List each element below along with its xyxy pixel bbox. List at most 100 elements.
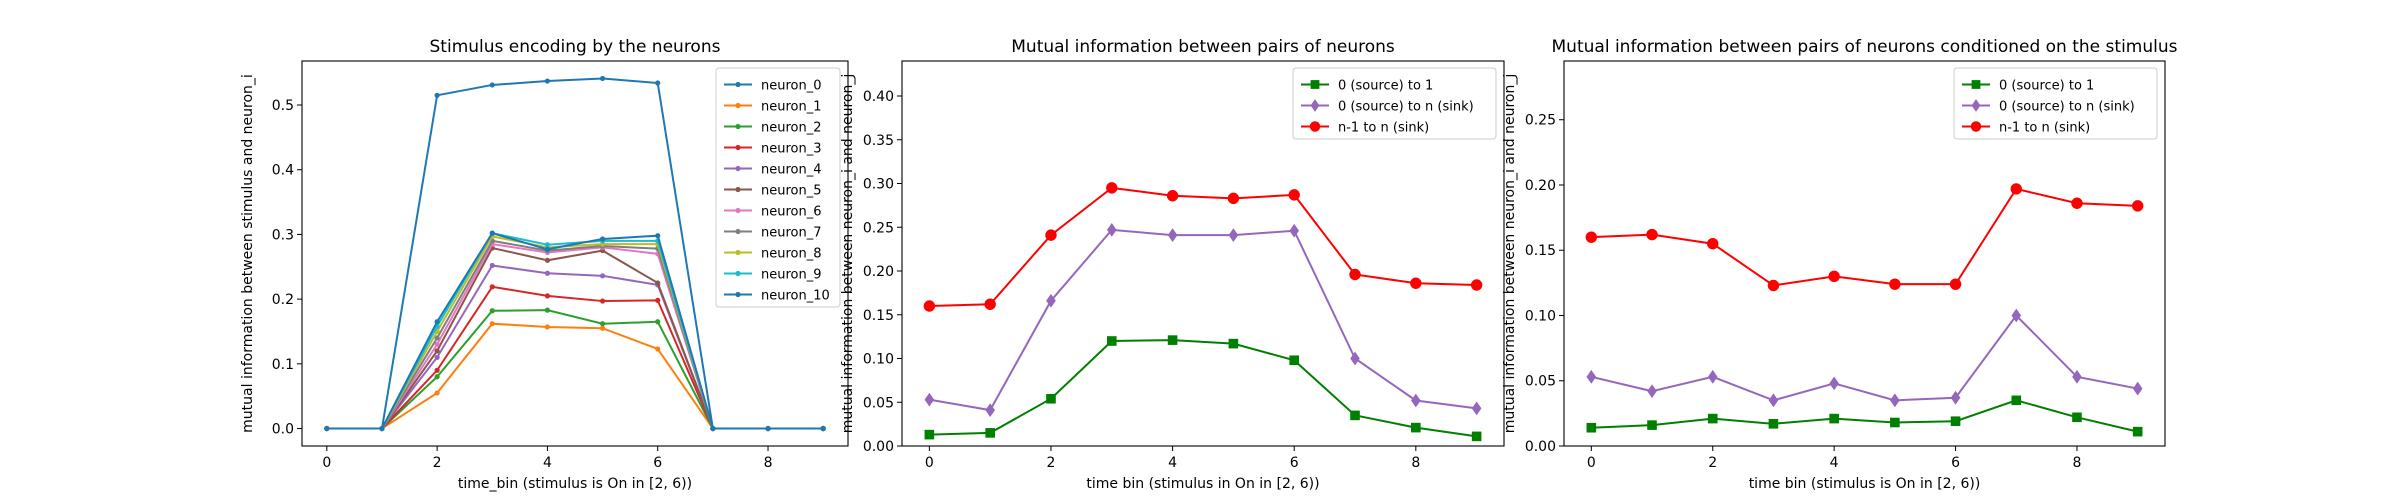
y-tick-label: 0.5 xyxy=(272,98,294,114)
data-point xyxy=(924,392,935,407)
legend-item: 0 (source) to n (sink) xyxy=(1962,99,2135,115)
data-point xyxy=(985,403,995,418)
series-0-source-to-1 xyxy=(924,335,1482,442)
x-tick-label: 4 xyxy=(543,455,552,471)
data-point xyxy=(489,82,495,88)
data-point xyxy=(1585,231,1598,243)
y-tick-label: 0.20 xyxy=(863,264,894,280)
data-point xyxy=(655,346,661,352)
series-line xyxy=(1591,187,2138,287)
data-point xyxy=(1828,270,1840,283)
series-line xyxy=(1591,313,2138,402)
legend-item: 0 (source) to 1 xyxy=(1962,79,2094,94)
x-tick-label: 4 xyxy=(1830,455,1839,471)
legend-marker xyxy=(735,165,741,172)
data-point xyxy=(1288,189,1300,201)
legend-marker xyxy=(735,291,741,298)
legend-label: 0 (source) to n (sink) xyxy=(1338,100,1474,115)
data-point xyxy=(1768,393,1779,408)
data-point xyxy=(655,80,661,86)
data-point xyxy=(1106,222,1117,237)
data-point xyxy=(1046,393,1056,404)
legend-item: neuron_6 xyxy=(724,205,822,220)
y-tick-label: 0.25 xyxy=(863,220,894,236)
data-point xyxy=(1950,390,1961,405)
legend-label: n-1 to n (sink) xyxy=(1338,121,1429,136)
data-point xyxy=(1768,419,1779,429)
y-axis-label: mutual information between neuron_i and … xyxy=(1502,74,1518,434)
data-point xyxy=(1707,413,1718,424)
data-point xyxy=(1227,192,1240,205)
legend-label: neuron_4 xyxy=(761,163,822,178)
x-tick-label: 2 xyxy=(433,455,442,471)
data-point xyxy=(2011,308,2022,323)
x-tick-label: 0 xyxy=(1587,455,1596,471)
legend-item: neuron_5 xyxy=(724,184,822,199)
data-point xyxy=(544,257,551,263)
data-point xyxy=(1410,277,1422,289)
data-point xyxy=(1289,223,1300,238)
data-point xyxy=(544,270,551,276)
y-tick-label: 0.0 xyxy=(272,422,294,438)
plot-frame xyxy=(301,60,849,447)
data-point xyxy=(1167,228,1178,243)
legend: neuron_0 neuron_1 neuron_2 neuron_3 neuron_4… xyxy=(715,67,841,308)
series-n-1-to-n-sink- xyxy=(923,182,1483,312)
y-tick-label: 0.1 xyxy=(272,357,294,373)
data-point xyxy=(1046,293,1056,308)
x-tick-label: 2 xyxy=(1708,455,1717,471)
series-n-1-to-n-sink- xyxy=(1585,183,2144,292)
data-point xyxy=(924,429,935,440)
series-line xyxy=(929,339,1477,438)
y-tick-label: 0.3 xyxy=(272,227,294,243)
legend-label: neuron_9 xyxy=(761,268,822,283)
series-neuron-1 xyxy=(324,321,826,432)
legend-item: neuron_3 xyxy=(724,142,822,157)
data-point xyxy=(434,341,440,348)
series-0-source-to-n-sink- xyxy=(924,222,1482,418)
data-point xyxy=(544,246,551,252)
chart-panel-conditioned-mi: Mutual information between pairs of neur… xyxy=(1502,37,2178,492)
data-point xyxy=(544,324,551,330)
data-point xyxy=(655,319,661,325)
y-tick-label: 0.25 xyxy=(1525,113,1556,129)
data-point xyxy=(1647,384,1657,399)
data-point xyxy=(1411,422,1421,433)
data-point xyxy=(1767,279,1780,292)
y-tick-label: 0.05 xyxy=(1525,374,1556,390)
x-tick-label: 6 xyxy=(1951,455,1960,471)
data-point xyxy=(984,298,996,310)
y-tick-label: 0.40 xyxy=(863,89,894,105)
data-point xyxy=(599,321,606,327)
legend-marker xyxy=(735,228,741,235)
legend-label: neuron_0 xyxy=(761,79,822,94)
data-point xyxy=(1350,410,1360,421)
y-tick-label: 0.00 xyxy=(863,439,894,455)
data-point xyxy=(1289,355,1300,366)
x-axis-label: time bin (stimulus is On in [2, 6)) xyxy=(1749,476,1981,492)
legend-item: neuron_4 xyxy=(724,163,822,178)
plot-frame xyxy=(1563,60,2166,447)
legend-item: neuron_7 xyxy=(724,226,822,241)
legend-item: n-1 to n (sink) xyxy=(1301,121,1429,136)
y-tick-label: 0.4 xyxy=(272,163,294,179)
legend-marker xyxy=(735,144,741,151)
legend-label: neuron_6 xyxy=(761,205,822,220)
data-point xyxy=(1045,229,1057,241)
legend-box xyxy=(715,67,841,308)
x-tick-label: 6 xyxy=(1290,455,1299,471)
data-point xyxy=(1350,351,1360,366)
legend-marker xyxy=(735,270,741,277)
data-point xyxy=(2071,197,2083,209)
legend-item: neuron_2 xyxy=(724,121,822,136)
legend-item: neuron_10 xyxy=(724,289,830,304)
data-point xyxy=(1646,228,1658,241)
x-tick-label: 8 xyxy=(2073,455,2082,471)
data-point xyxy=(434,374,440,380)
y-tick-label: 0.15 xyxy=(1525,243,1556,259)
y-tick-label: 0.10 xyxy=(863,352,894,368)
x-tick-label: 0 xyxy=(925,455,934,471)
chart-panel-stimulus-encoding: Stimulus encoding by the neurons 0 2 4 6 8 0.0… xyxy=(240,37,849,492)
x-tick-label: 4 xyxy=(1168,455,1177,471)
